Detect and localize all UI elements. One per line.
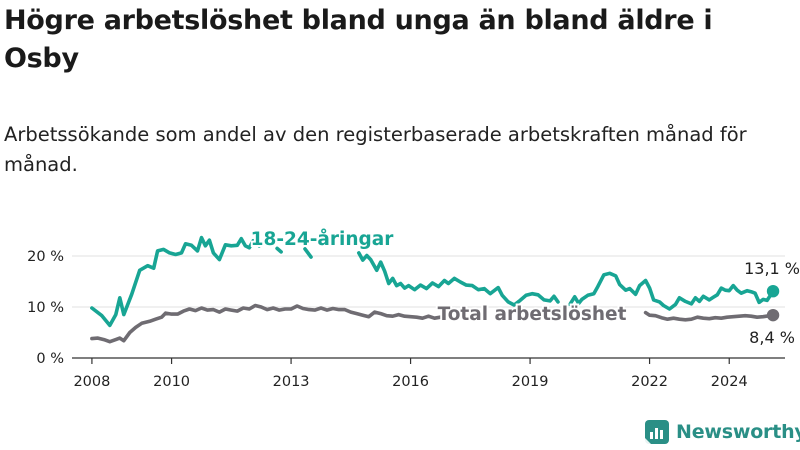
total-end-point xyxy=(766,308,780,322)
y-tick-label: 10 % xyxy=(27,300,64,316)
x-tick-label: 2010 xyxy=(153,374,190,390)
x-tick-label: 2013 xyxy=(273,374,310,390)
x-tick-label: 2008 xyxy=(73,374,110,390)
young-end-point xyxy=(766,284,780,298)
chart-title: Högre arbetslöshet bland unga än bland ä… xyxy=(4,5,713,74)
x-tick-label: 2024 xyxy=(711,374,748,390)
series-18-24 xyxy=(90,235,780,328)
y-axis-tick-labels: 0 % 10 % 20 % xyxy=(27,249,64,367)
total-end-label: 8,4 % xyxy=(749,328,795,347)
total-series-label: Total arbetslöshet xyxy=(438,304,627,325)
x-tick-label: 2016 xyxy=(392,374,429,390)
newsworthy-logo-icon xyxy=(645,420,669,444)
brand-name: Newsworthy xyxy=(676,421,800,443)
brand-footer: Newsworthy xyxy=(644,419,800,445)
x-axis: 2008 2010 2013 2016 2019 2022 2024 xyxy=(72,357,785,390)
young-end-label: 13,1 % xyxy=(744,259,800,278)
y-tick-label: 0 % xyxy=(36,351,64,367)
series-labels: 8,4 % Total arbetslöshet 13,1 % 18-24-åring… xyxy=(249,226,800,347)
y-tick-label: 20 % xyxy=(27,249,64,265)
x-tick-label: 2022 xyxy=(631,374,668,390)
young-line xyxy=(90,235,775,328)
total-line xyxy=(90,303,775,344)
young-series-label: 18-24-åringar xyxy=(251,228,395,250)
x-tick-label: 2019 xyxy=(512,374,549,390)
chart-subtitle: Arbetssökande som andel av den registerb… xyxy=(4,123,747,176)
series-total xyxy=(90,303,780,344)
